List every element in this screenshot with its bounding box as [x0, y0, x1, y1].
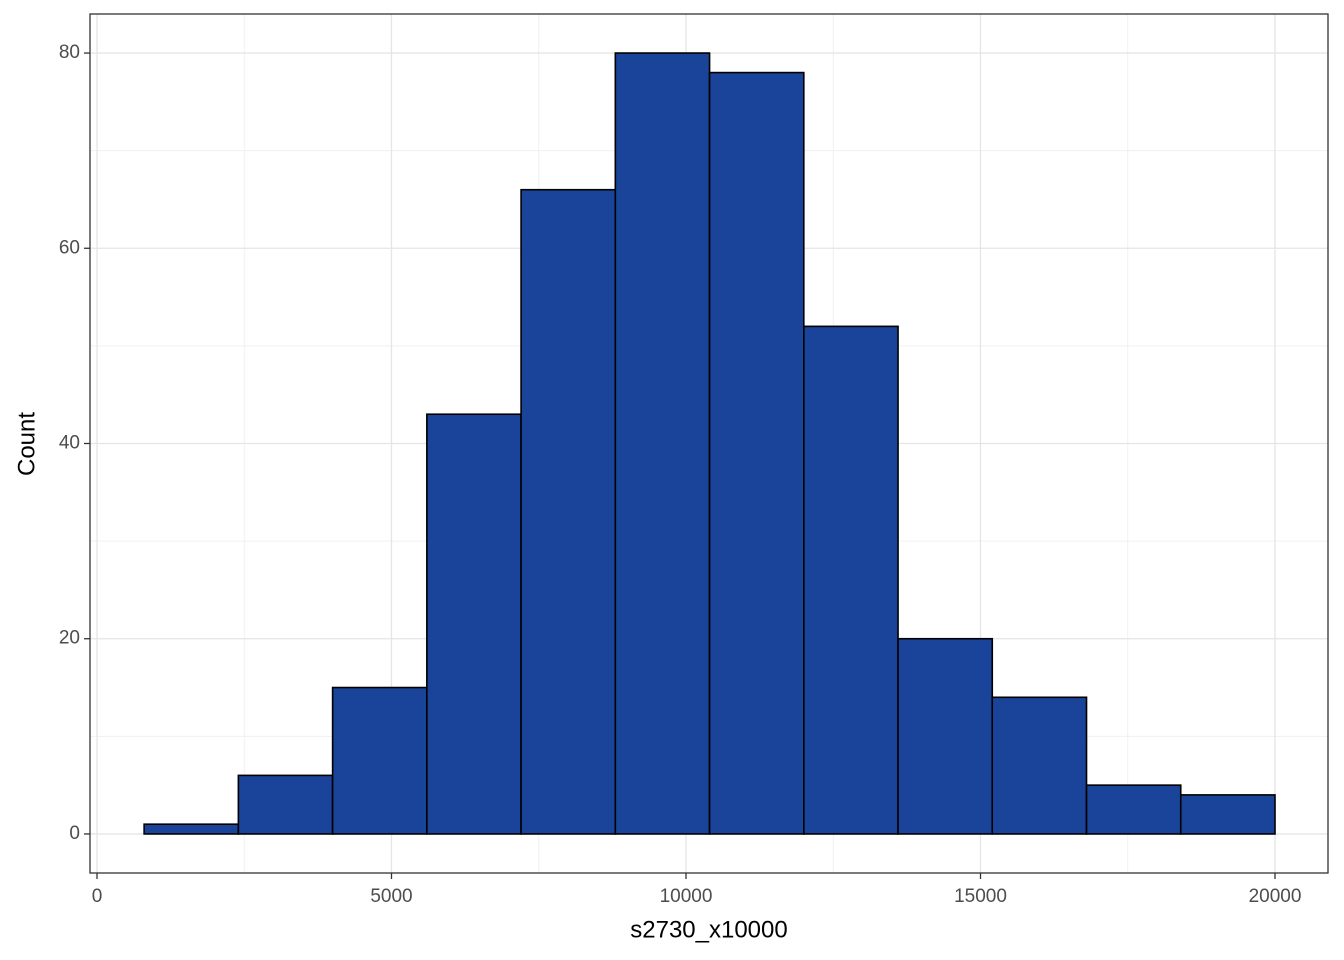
- y-tick-label: 80: [59, 42, 80, 63]
- bar: [802, 325, 899, 835]
- x-tick-label: 5000: [370, 886, 412, 907]
- bar: [426, 413, 522, 835]
- x-axis-label: s2730_x10000: [630, 916, 787, 943]
- x-tick-label: 0: [92, 886, 103, 907]
- x-tick-label: 10000: [660, 886, 713, 907]
- y-tick-label: 20: [59, 628, 80, 649]
- bar: [1085, 784, 1182, 835]
- bar: [1179, 794, 1276, 835]
- y-axis-label: Count: [13, 412, 40, 476]
- bar: [897, 637, 994, 835]
- y-tick-label: 40: [59, 433, 80, 454]
- bar: [143, 823, 240, 835]
- y-tick-label: 60: [59, 237, 80, 258]
- bar: [708, 71, 805, 835]
- bar: [991, 696, 1088, 835]
- bar: [520, 188, 617, 835]
- x-tick-label: 15000: [954, 886, 1007, 907]
- panel-border: [89, 13, 1329, 874]
- y-tick-label: 0: [69, 823, 80, 844]
- x-tick-label: 20000: [1249, 886, 1302, 907]
- bar: [331, 686, 428, 835]
- bar: [237, 774, 334, 835]
- bar: [614, 52, 711, 835]
